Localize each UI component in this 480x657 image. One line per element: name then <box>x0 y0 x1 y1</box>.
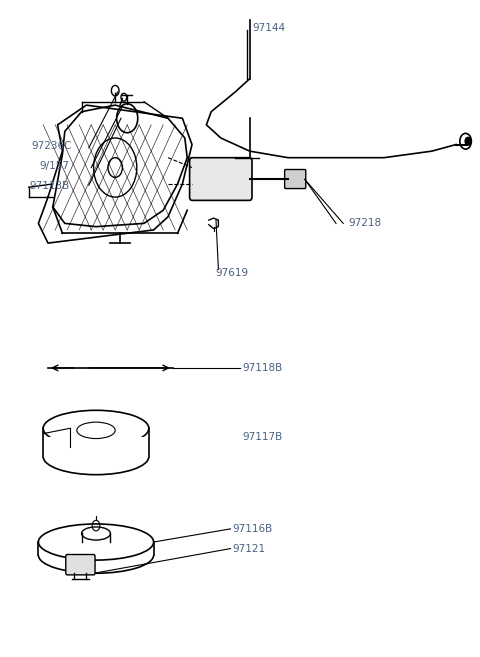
Text: 9/157: 9/157 <box>39 161 69 171</box>
Text: 97218: 97218 <box>348 218 381 229</box>
FancyBboxPatch shape <box>285 170 306 189</box>
FancyBboxPatch shape <box>66 555 95 575</box>
Text: 97144: 97144 <box>252 22 285 33</box>
Text: 97619: 97619 <box>215 267 248 278</box>
Text: 97236C: 97236C <box>31 141 72 151</box>
FancyBboxPatch shape <box>190 158 252 200</box>
Text: 97113B: 97113B <box>30 181 70 191</box>
Text: 97117B: 97117B <box>242 432 283 442</box>
Text: 97116B: 97116B <box>233 524 273 534</box>
Text: 97121: 97121 <box>233 543 266 554</box>
FancyBboxPatch shape <box>41 437 151 457</box>
Circle shape <box>465 137 471 145</box>
Text: 97118B: 97118B <box>242 363 283 373</box>
